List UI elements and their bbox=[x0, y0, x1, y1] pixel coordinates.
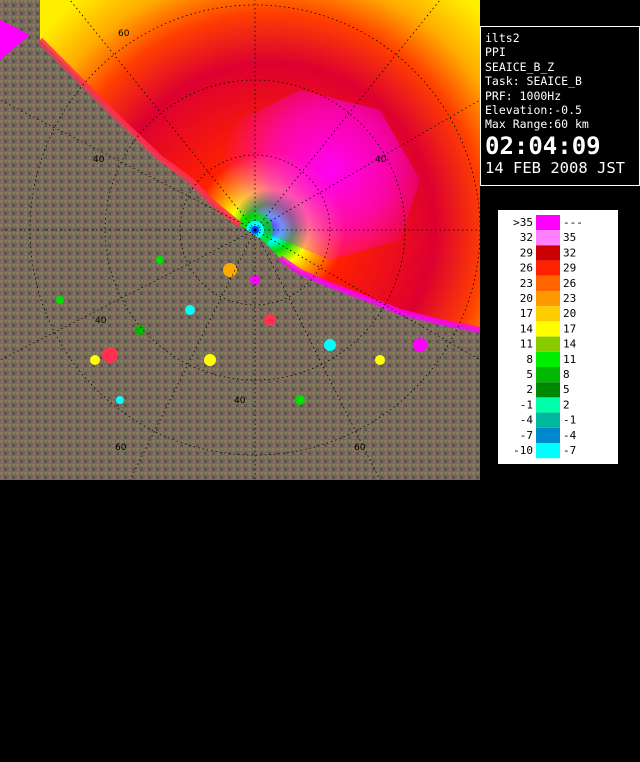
ring-label-60-southeast: 60 bbox=[354, 443, 366, 453]
legend-low-label: 14 bbox=[520, 322, 534, 335]
radar-ppi-display: 60 40 40 40 40 60 60 bbox=[0, 0, 480, 480]
legend-swatch bbox=[536, 367, 560, 383]
ring-label-40-south: 40 bbox=[234, 396, 246, 406]
legend-high-label: -4 bbox=[563, 429, 577, 442]
legend-low-label: -4 bbox=[520, 414, 534, 427]
legend-swatch bbox=[536, 291, 560, 307]
legend-high-label: -1 bbox=[563, 414, 576, 427]
legend-low-label: 17 bbox=[520, 307, 533, 320]
legend-high-label: --- bbox=[563, 216, 583, 229]
legend-low-label: -7 bbox=[520, 429, 533, 442]
color-legend: >35 --- 32 35 29 32 26 29 23 26 20 23 17 20 14 17 11 14 8 1… bbox=[498, 210, 618, 762]
legend-low-label: 26 bbox=[520, 262, 533, 275]
legend-low-label: 11 bbox=[520, 338, 533, 351]
legend-low-label: >35 bbox=[513, 216, 533, 229]
legend-high-label: 20 bbox=[563, 307, 576, 320]
ring-label-40-east: 40 bbox=[375, 155, 387, 165]
coastal-echo-band-east bbox=[278, 255, 480, 333]
ring-label-40-west: 40 bbox=[93, 155, 105, 165]
ring-label-60-north: 60 bbox=[118, 29, 130, 39]
legend-high-label: 8 bbox=[563, 368, 570, 381]
legend-swatches: >35 --- 32 35 29 32 26 29 23 26 20 23 17 20 14 17 11 14 8 1… bbox=[513, 215, 583, 459]
max-range-value: Max Range:60 km bbox=[485, 117, 589, 132]
ring-label-40-southwest: 40 bbox=[95, 316, 107, 326]
legend-swatch bbox=[536, 215, 560, 231]
scan-time: 02:04:09 bbox=[485, 131, 601, 160]
legend-low-label: 32 bbox=[520, 231, 533, 244]
legend-swatch bbox=[536, 336, 560, 352]
legend-swatch bbox=[536, 306, 560, 322]
scan-info-panel: ilts2 PPI SEAICE_B_Z Task: SEAICE_B PRF:… bbox=[480, 26, 640, 186]
legend-swatch bbox=[536, 230, 560, 246]
legend-low-label: 23 bbox=[520, 277, 533, 290]
elevation-value: Elevation:-0.5 bbox=[485, 103, 582, 118]
legend-low-label: 2 bbox=[526, 383, 533, 396]
legend-swatch bbox=[536, 397, 560, 413]
scan-type: PPI bbox=[485, 45, 506, 60]
legend-high-label: 23 bbox=[563, 292, 576, 305]
coastal-echo-band bbox=[37, 37, 242, 228]
legend-high-label: 5 bbox=[563, 383, 570, 396]
legend-high-label: 32 bbox=[563, 246, 576, 259]
legend-low-label: -1 bbox=[520, 398, 533, 411]
scan-date: 14 FEB 2008 JST bbox=[485, 158, 625, 177]
legend-swatch bbox=[536, 321, 560, 337]
ring-label-60-southwest: 60 bbox=[115, 443, 127, 453]
azimuth-lines bbox=[0, 0, 480, 480]
legend-high-label: 2 bbox=[563, 398, 570, 411]
legend-swatch bbox=[536, 382, 560, 398]
legend-swatch bbox=[536, 443, 560, 459]
legend-high-label: 17 bbox=[563, 322, 576, 335]
legend-swatch bbox=[536, 427, 560, 443]
land-clutter bbox=[56, 256, 427, 405]
legend-title: Reflectivity in dBZ bbox=[601, 636, 614, 762]
legend-high-label: 14 bbox=[563, 338, 577, 351]
legend-high-label: -7 bbox=[563, 444, 576, 457]
legend-swatch bbox=[536, 245, 560, 261]
legend-swatch bbox=[536, 412, 560, 428]
prf-value: PRF: 1000Hz bbox=[485, 88, 562, 103]
legend-low-label: 5 bbox=[526, 368, 533, 381]
legend-low-label: 29 bbox=[520, 246, 533, 259]
legend-swatch bbox=[536, 275, 560, 291]
legend-low-label: -10 bbox=[513, 444, 533, 457]
legend-high-label: 35 bbox=[563, 231, 576, 244]
product-name: SEAICE_B_Z bbox=[485, 59, 555, 74]
legend-swatch bbox=[536, 260, 560, 276]
legend-low-label: 8 bbox=[526, 353, 533, 366]
legend-swatch bbox=[536, 351, 560, 367]
site-name: ilts2 bbox=[485, 31, 520, 45]
west-edge-echo bbox=[0, 20, 30, 60]
range-ring-20 bbox=[179, 154, 331, 306]
legend-high-label: 26 bbox=[563, 277, 576, 290]
legend-low-label: 20 bbox=[520, 292, 533, 305]
legend-high-label: 11 bbox=[563, 353, 576, 366]
legend-high-label: 29 bbox=[563, 262, 576, 275]
task-name: Task: SEAICE_B bbox=[485, 74, 582, 89]
